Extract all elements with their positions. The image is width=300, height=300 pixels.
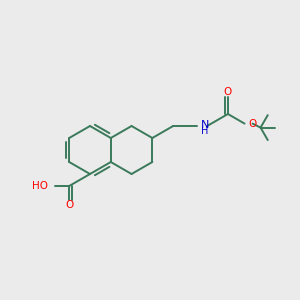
Text: H: H <box>201 126 208 136</box>
Text: O: O <box>224 87 232 97</box>
Text: O: O <box>249 118 257 129</box>
Text: N: N <box>201 120 209 130</box>
Text: HO: HO <box>32 181 48 191</box>
Text: O: O <box>65 200 73 210</box>
